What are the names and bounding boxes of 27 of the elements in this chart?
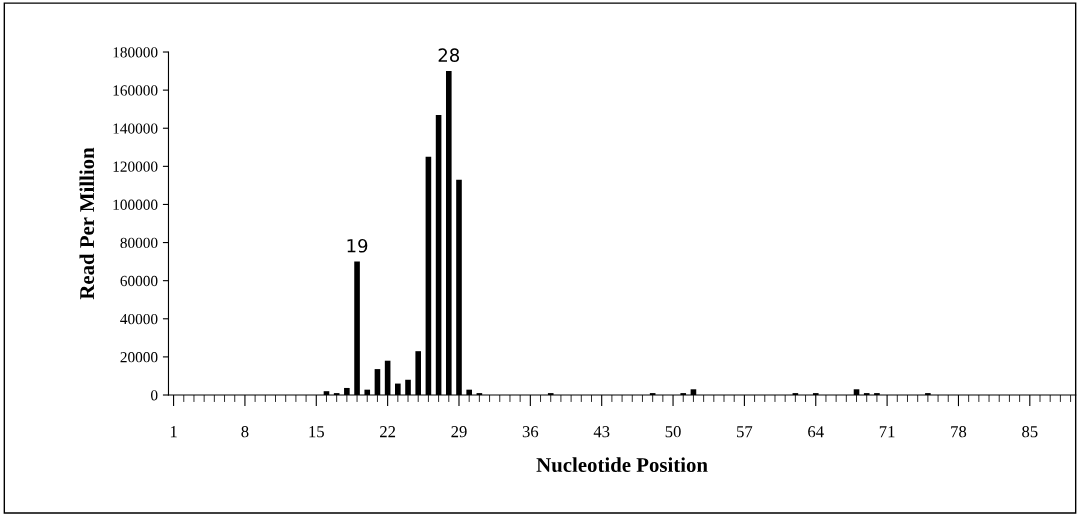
y-tick-label: 80000 (120, 237, 158, 249)
x-tick-label: 1 (170, 426, 177, 438)
x-tick-label: 78 (951, 426, 967, 438)
x-tick-label: 29 (451, 426, 467, 438)
x-axis-title: Nucleotide Position (536, 457, 708, 473)
y-tick-label: 20000 (120, 352, 158, 363)
x-tick-label: 57 (737, 426, 753, 438)
x-tick-label: 36 (522, 426, 539, 438)
x-tick-label: 50 (665, 426, 681, 438)
y-tick-label: 40000 (120, 313, 158, 325)
y-tick-label: 60000 (120, 275, 158, 287)
y-tick-label: 0 (151, 390, 158, 401)
x-tick-label: 22 (380, 426, 396, 438)
y-tick-label: 180000 (113, 47, 158, 58)
y-tick-label: 100000 (113, 199, 158, 210)
x-tick-label: 85 (1022, 426, 1038, 438)
x-tick-label: 64 (808, 426, 824, 438)
y-tick-label: 120000 (113, 161, 158, 172)
x-tick-label: 8 (241, 426, 249, 438)
y-axis-title: Read Per Million (79, 147, 95, 300)
x-tick-label: 43 (593, 426, 610, 438)
x-tick-label: 15 (309, 426, 324, 438)
annotation: 28 (438, 48, 460, 63)
annotation: 19 (347, 238, 368, 253)
y-tick-label: 160000 (113, 85, 158, 96)
y-tick-label: 140000 (113, 123, 158, 134)
x-tick-label: 71 (879, 426, 895, 438)
